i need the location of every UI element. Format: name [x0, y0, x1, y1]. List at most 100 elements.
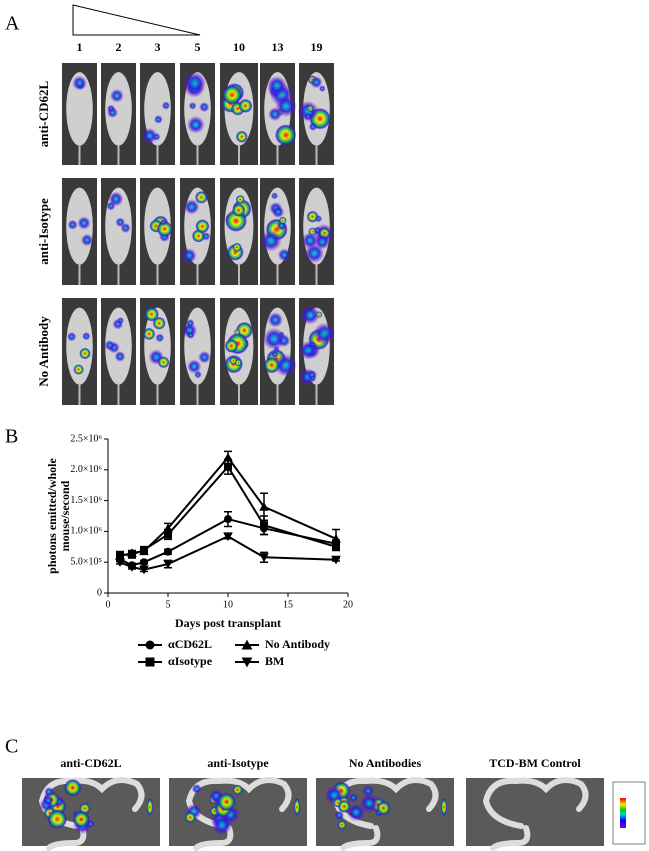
marker [259, 553, 269, 563]
marker [115, 551, 125, 561]
mouse-body [105, 72, 132, 146]
x-tick-label: 10 [223, 599, 233, 610]
signal [348, 792, 359, 803]
signal [266, 75, 288, 97]
signal [187, 359, 202, 374]
signal [199, 101, 210, 113]
y-axis-title: photons emitted/whole mouse/second [46, 458, 72, 574]
signal [156, 221, 173, 237]
panel-label: B [5, 426, 18, 448]
image-label: TCD-BM Control [489, 756, 581, 770]
signal [161, 101, 171, 110]
signal [152, 132, 161, 141]
intestine [482, 777, 589, 851]
signal [267, 312, 284, 328]
signal [222, 84, 242, 105]
signal [270, 350, 279, 359]
signal [318, 85, 326, 92]
signal [300, 305, 320, 325]
signal [79, 347, 91, 360]
signal [279, 216, 287, 225]
x-tick-label: 15 [283, 599, 293, 610]
marker [163, 523, 173, 533]
day-label: 3 [155, 40, 161, 54]
signal [337, 799, 351, 813]
signal [120, 222, 131, 234]
marker [259, 501, 269, 511]
signal [234, 329, 241, 336]
signal [195, 191, 208, 204]
dose-triangle [72, 4, 201, 36]
signal [191, 783, 202, 794]
signal [441, 798, 447, 816]
signal [147, 798, 153, 816]
signal [185, 318, 195, 328]
signal [306, 105, 314, 113]
color-scale [620, 798, 626, 828]
marker [223, 532, 233, 542]
signal [274, 353, 298, 377]
signal [186, 115, 205, 134]
mouse-body [66, 72, 93, 146]
signal [183, 199, 200, 215]
signal [376, 801, 391, 816]
signal [188, 102, 197, 110]
signal [313, 226, 322, 235]
marker [164, 547, 172, 556]
day-label: 10 [233, 40, 245, 54]
signal [313, 322, 336, 345]
intestine [185, 777, 292, 851]
y-tick-label: 5.0×10⁵ [70, 556, 102, 567]
legend-label: αIsotype [168, 654, 213, 668]
marker [140, 558, 148, 567]
row-label: No Antibody [36, 316, 51, 387]
signal [181, 248, 197, 264]
signal [63, 779, 82, 797]
signal [72, 810, 90, 828]
signal [232, 242, 242, 252]
signal [334, 810, 345, 821]
signal [198, 350, 211, 364]
signal [82, 331, 91, 341]
mouse-body [66, 307, 93, 385]
y-tick-label: 0 [97, 587, 102, 598]
y-tick-label: 1.0×10⁶ [70, 526, 102, 537]
signal [274, 124, 297, 146]
color-scale-box [612, 781, 646, 845]
signal [303, 112, 312, 121]
signal [316, 311, 323, 318]
panel-label: C [5, 736, 18, 758]
signal [346, 803, 366, 822]
day-label: 19 [311, 40, 323, 54]
signal [155, 333, 165, 343]
signal [141, 127, 158, 144]
marker [224, 515, 232, 524]
legend-label: αCD62L [168, 637, 212, 651]
mouse-images [62, 63, 336, 405]
day-label: 2 [116, 40, 122, 54]
signal [183, 71, 207, 95]
x-axis-title: Days post transplant [175, 616, 281, 630]
y-axis-title-text: photons emitted/whole mouse/second [46, 458, 72, 574]
signal [144, 307, 159, 322]
marker [241, 657, 253, 668]
panel-label: A [5, 13, 20, 35]
x-tick-label: 0 [106, 599, 111, 610]
line [120, 465, 337, 556]
marker [241, 639, 253, 650]
signal [294, 798, 300, 816]
organ-images [22, 777, 604, 851]
signal [260, 230, 282, 252]
signal [201, 231, 211, 241]
signal [77, 216, 91, 230]
signal [67, 219, 78, 230]
signal [217, 792, 236, 812]
day-label: 13 [272, 40, 284, 54]
x-tick-label: 20 [343, 599, 353, 610]
signal [309, 375, 317, 382]
signal [159, 218, 167, 226]
signal [235, 130, 248, 143]
signal [235, 195, 245, 204]
signal [73, 364, 84, 375]
